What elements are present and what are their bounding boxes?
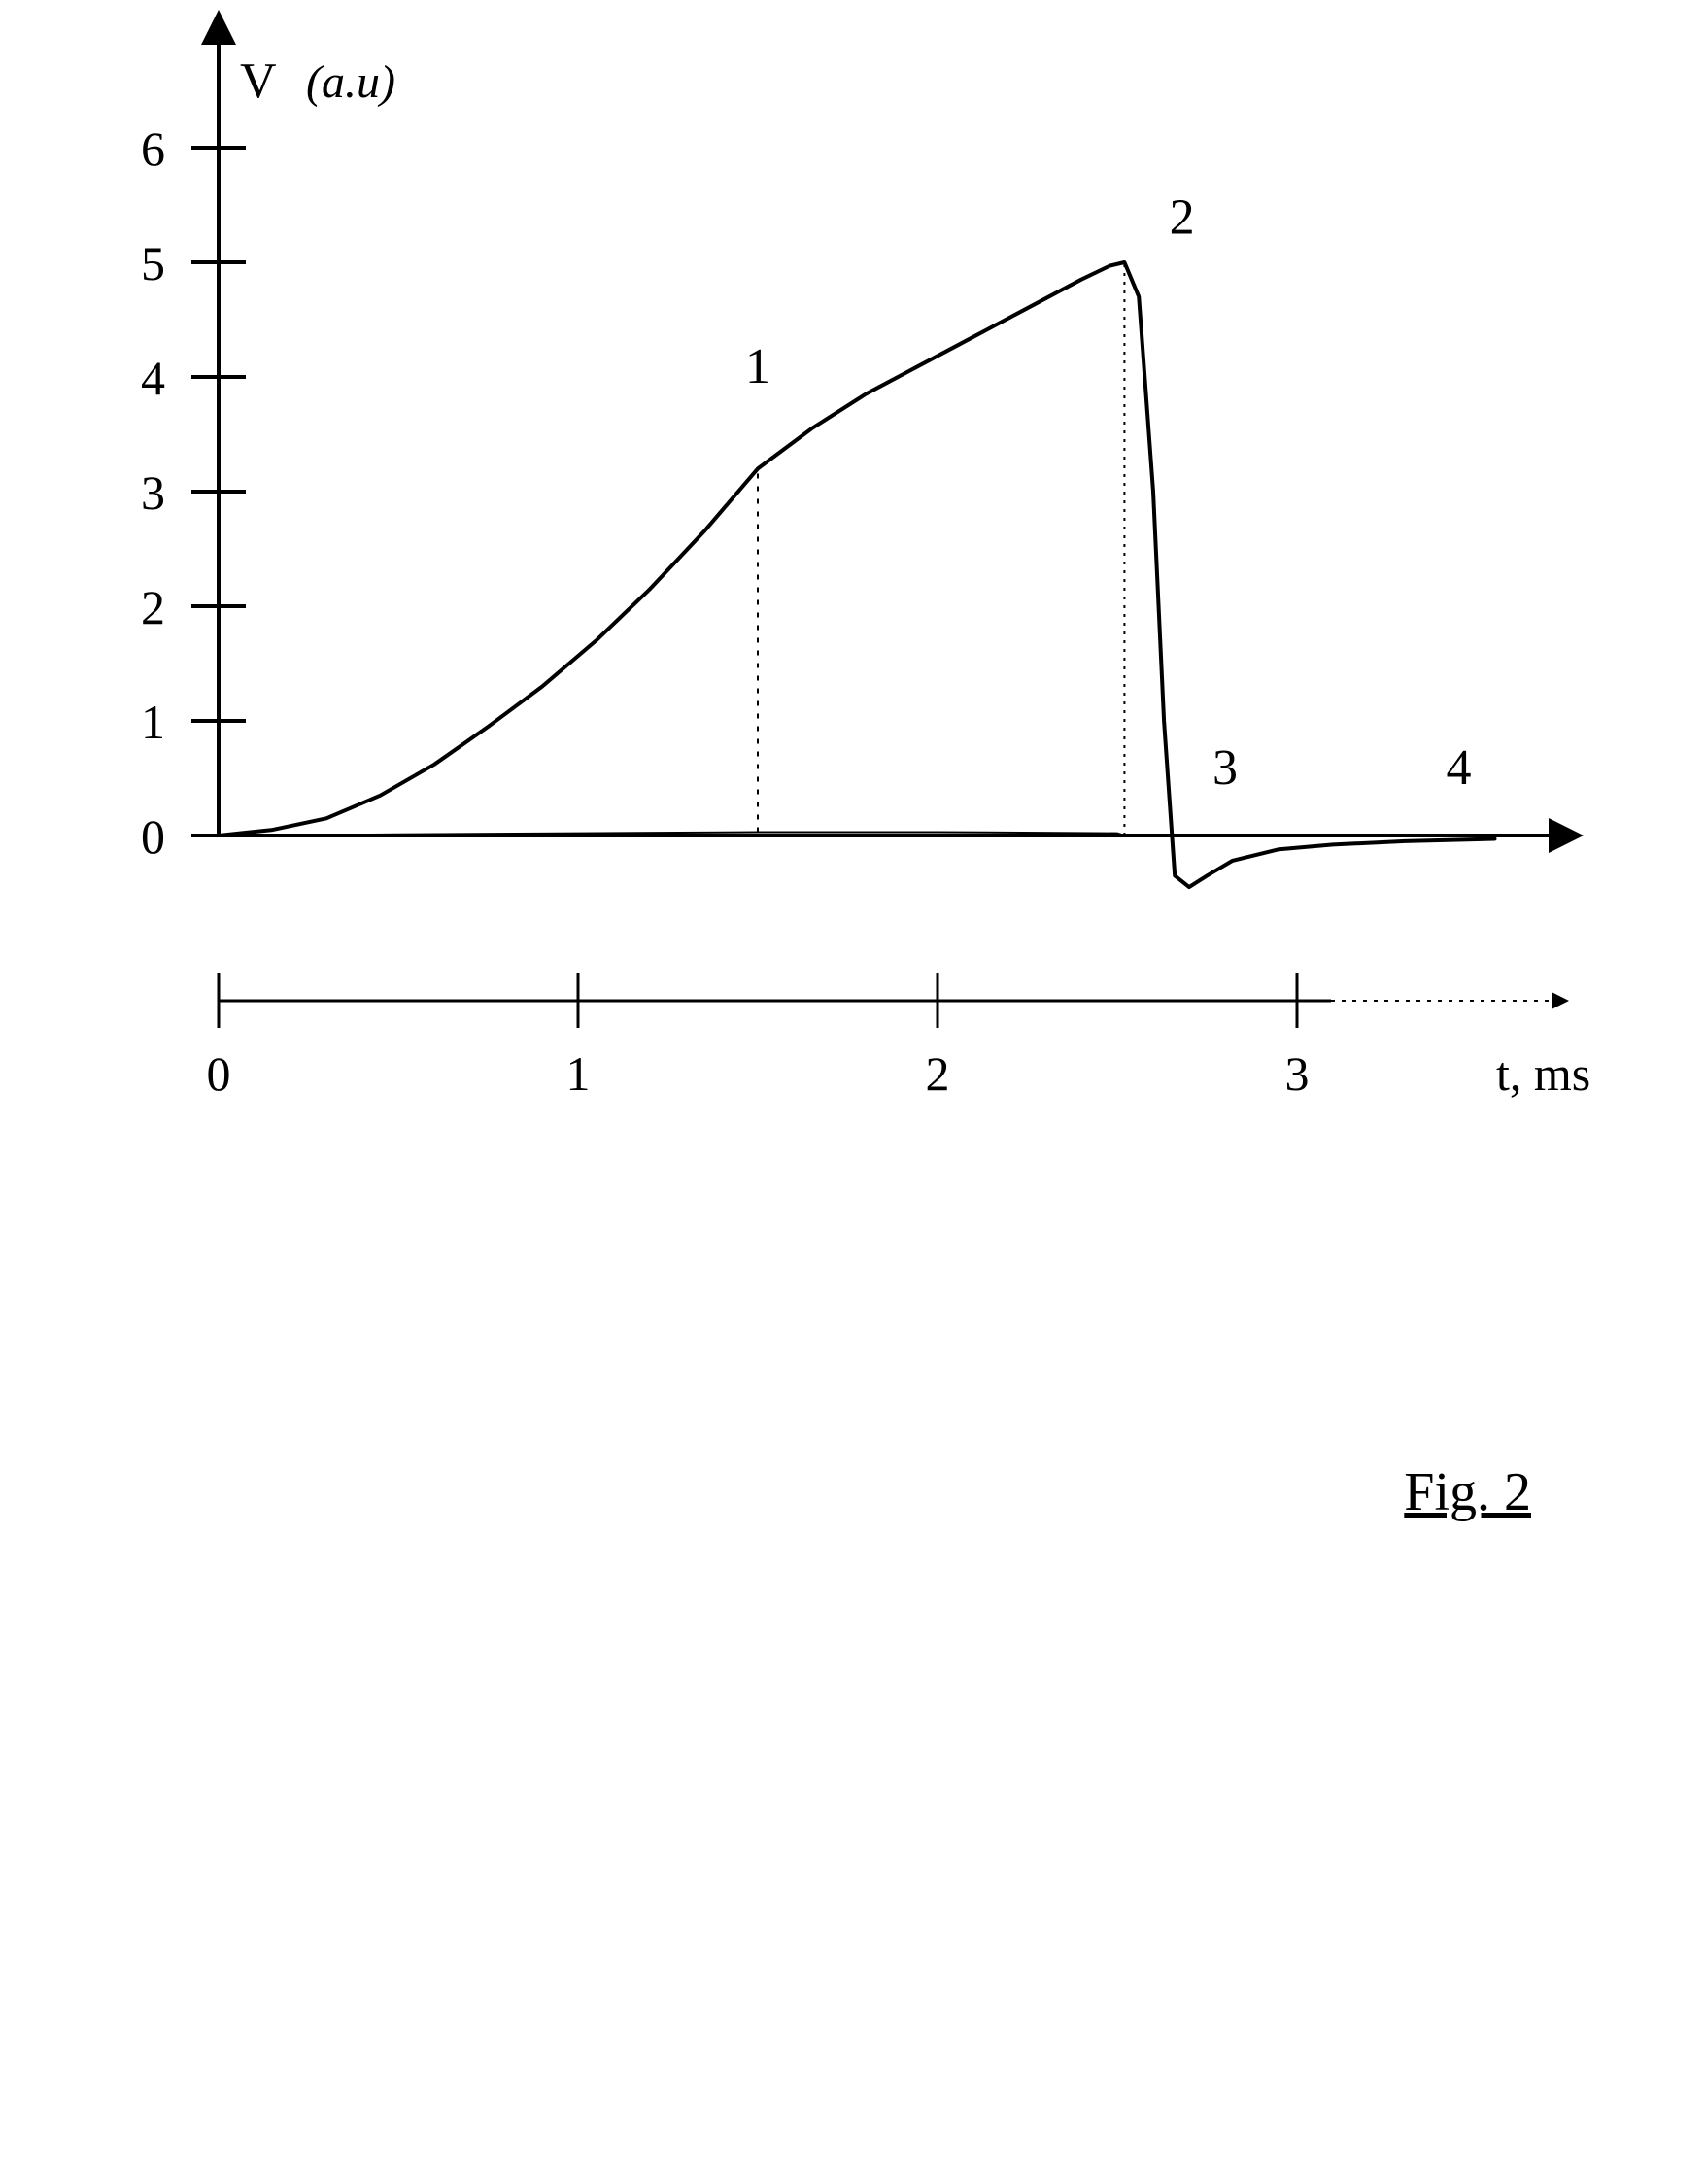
y-tick-label: 2	[141, 580, 165, 634]
x-tick-label: 1	[566, 1046, 591, 1101]
point-label-3: 3	[1212, 740, 1238, 796]
main-curve	[219, 262, 1495, 887]
figure-caption: Fig. 2	[1404, 1461, 1531, 1523]
x-tick-label: 0	[207, 1046, 231, 1101]
y-tick-label: 4	[141, 351, 165, 405]
figure-container: V (a.u) 0 1 2 3 4 5 6 0 1 2 3 t, ms 1 2 3 4 Fig. 2	[0, 0, 1706, 2184]
y-axis-unit: (a.u)	[306, 56, 395, 108]
point-label-4: 4	[1447, 740, 1472, 796]
point-label-1: 1	[745, 339, 770, 394]
chart-svg: V (a.u) 0 1 2 3 4 5 6 0 1 2 3 t, ms 1 2 3 4	[0, 0, 1706, 2184]
y-axis-label: V	[240, 53, 277, 109]
y-tick-label: 3	[141, 465, 165, 520]
y-tick-label: 5	[141, 236, 165, 290]
y-tick-label: 6	[141, 121, 165, 176]
x-tick-label: 2	[926, 1046, 950, 1101]
x-tick-label: 3	[1285, 1046, 1310, 1101]
y-tick-label: 1	[141, 695, 165, 749]
point-label-2: 2	[1170, 190, 1195, 246]
y-tick-label: 0	[141, 809, 165, 864]
x-axis-label: t, ms	[1496, 1046, 1590, 1101]
